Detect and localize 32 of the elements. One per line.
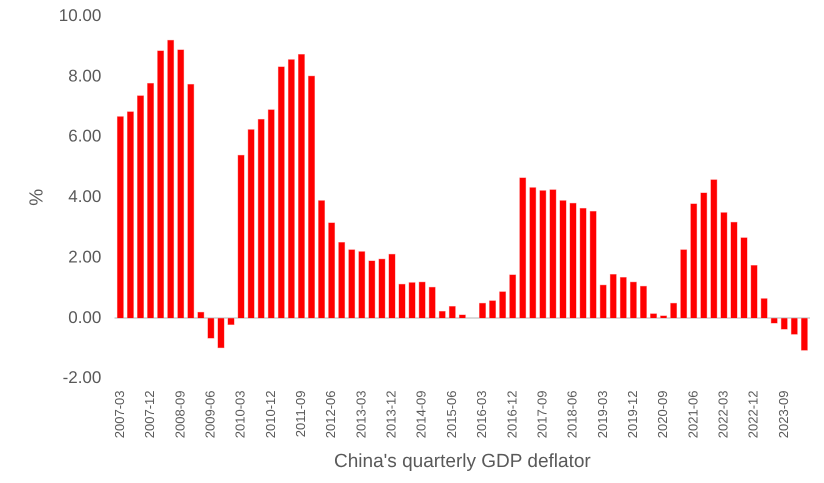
x-tick-label: 2013-12 — [384, 390, 399, 438]
x-tick-label: 2019-03 — [594, 390, 610, 438]
y-tick-label: 4.00 — [68, 187, 102, 206]
x-tick-label: 2016-03 — [474, 390, 490, 438]
x-tick-label: 2009-06 — [202, 390, 218, 438]
x-tick-label: 2022-12 — [746, 390, 761, 438]
x-tick-label: 2022-03 — [715, 390, 730, 438]
y-tick-label: 2.00 — [68, 247, 102, 266]
x-tick-label: 2023-09 — [776, 390, 791, 438]
x-tick-label: 2019-12 — [624, 390, 640, 438]
x-tick-label: 2015-06 — [444, 390, 459, 438]
x-tick-label: 2010-12 — [262, 390, 278, 438]
y-axis-title: % — [26, 188, 48, 206]
y-tick-label: 8.00 — [68, 66, 102, 86]
x-tick-label: 2012-06 — [323, 390, 338, 438]
x-tick-label: 2007-12 — [142, 390, 158, 438]
x-tick-label: 2008-09 — [172, 390, 188, 438]
y-tick-label: 10.00 — [58, 6, 102, 25]
x-tick-label: 2011-09 — [293, 390, 308, 438]
x-tick-label: 2016-12 — [504, 390, 520, 438]
y-tick-label: 0.00 — [68, 308, 102, 327]
x-tick-label: 2021-06 — [685, 390, 700, 438]
x-tick-label: 2017-09 — [534, 390, 550, 438]
x-tick-label: 2007-03 — [112, 390, 127, 438]
y-tick-label: -2.00 — [62, 368, 102, 388]
x-tick-label: 2014-09 — [414, 390, 429, 438]
x-tick-label: 2018-06 — [564, 390, 580, 438]
x-tick-label: 2013-03 — [353, 390, 368, 438]
x-tick-label: 2010-03 — [232, 390, 248, 438]
y-tick-label: 6.00 — [68, 126, 102, 146]
x-tick-label: 2020-09 — [655, 390, 670, 438]
x-axis-title: China's quarterly GDP deflator — [334, 450, 592, 472]
